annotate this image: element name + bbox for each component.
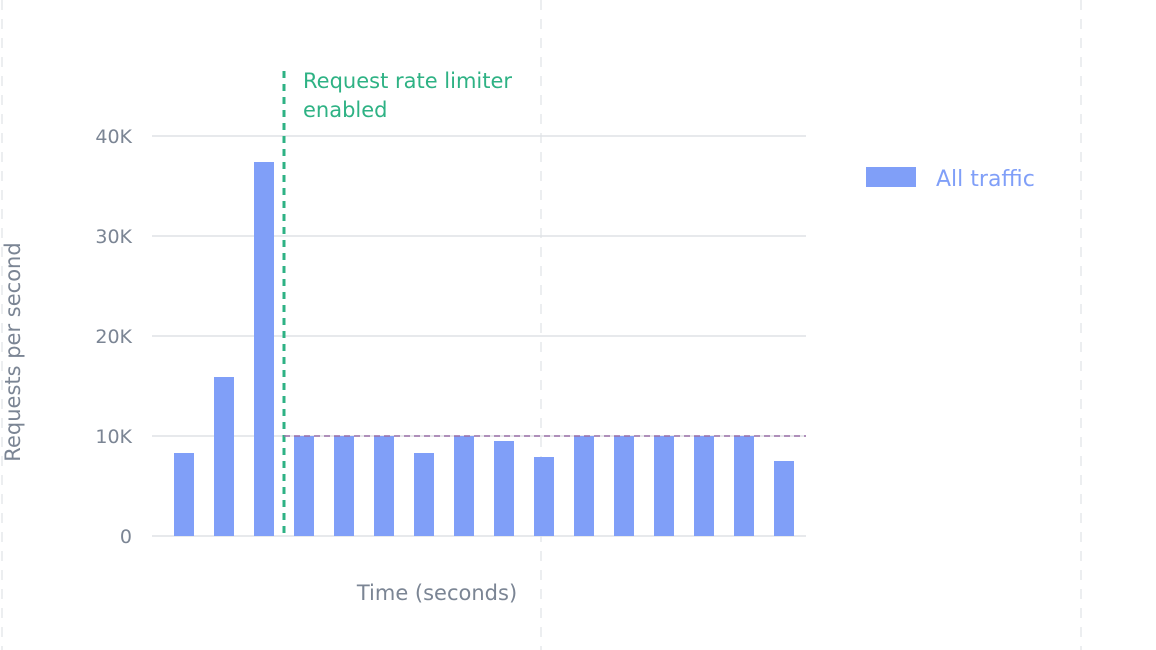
background-guides <box>1 0 1082 650</box>
legend: All traffic <box>866 167 1035 192</box>
y-tick-label-1: 10K <box>95 426 132 448</box>
annotations: Request rate limiter enabled <box>282 69 806 536</box>
bar-4 <box>294 436 314 536</box>
bar-1 <box>174 453 194 536</box>
bar-2 <box>214 377 234 536</box>
bar-5 <box>334 436 354 536</box>
y-axis-ticks: 0 10K 20K 30K 40K <box>95 126 132 548</box>
bar-series-all-traffic <box>174 162 794 536</box>
bar-12 <box>614 436 634 536</box>
x-axis-label: Time (seconds) <box>356 581 517 605</box>
y-tick-label-0: 0 <box>120 526 132 548</box>
bar-10 <box>534 457 554 536</box>
y-axis-label: Requests per second <box>1 242 25 461</box>
bar-14 <box>694 436 714 536</box>
legend-label-all-traffic: All traffic <box>936 167 1035 192</box>
bar-6 <box>374 436 394 536</box>
legend-swatch-all-traffic <box>866 167 916 187</box>
bar-11 <box>574 436 594 536</box>
bar-3 <box>254 162 274 536</box>
y-tick-label-4: 40K <box>95 126 132 148</box>
y-tick-label-3: 30K <box>95 226 132 248</box>
annotation-text-line-0: Request rate limiter <box>303 69 512 93</box>
bar-13 <box>654 436 674 536</box>
bar-7 <box>414 453 434 536</box>
bar-16 <box>774 461 794 536</box>
bar-8 <box>454 436 474 536</box>
bar-15 <box>734 436 754 536</box>
annotation-text-line-1: enabled <box>303 98 388 122</box>
y-tick-label-2: 20K <box>95 326 132 348</box>
bar-9 <box>494 441 514 536</box>
